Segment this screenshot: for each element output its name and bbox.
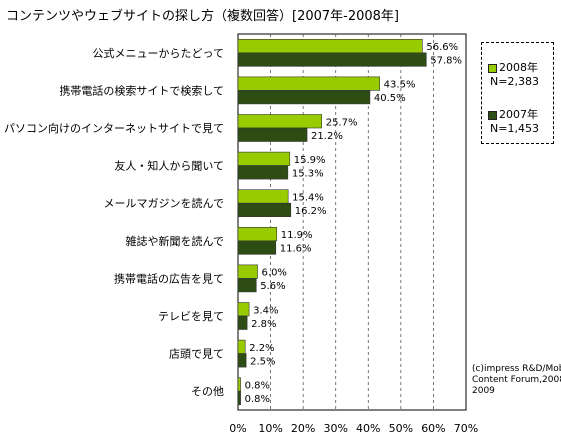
bar-2007年-0: [237, 52, 427, 67]
category-label: テレビを見て: [158, 310, 224, 323]
bar-2008年-1: [237, 76, 380, 91]
data-label-2007年-0: 57.8%: [430, 56, 462, 67]
bar-2008年-0: [237, 38, 423, 54]
legend-swatch-2007: [488, 110, 497, 120]
category-label: 店頭で見て: [169, 347, 224, 361]
data-label-2007年-7: 2.8%: [251, 319, 276, 330]
source-line-3: 2009: [472, 386, 495, 396]
bar-2007年-1: [237, 90, 371, 105]
data-label-2008年-6: 6.0%: [262, 268, 287, 279]
data-label-2008年-4: 15.4%: [292, 192, 324, 203]
bar-2008年-4: [237, 189, 289, 204]
data-label-2007年-8: 2.5%: [250, 356, 275, 367]
legend-n-2008: N=2,383: [490, 75, 539, 88]
bar-2008年-6: [237, 264, 258, 279]
source-credit: (c)impress R&D/Mobile Content Forum,2008…: [472, 364, 561, 397]
source-line-1: (c)impress R&D/Mobile: [472, 364, 561, 374]
chart-title: コンテンツやウェブサイトの探し方（複数回答）[2007年-2008年]: [6, 9, 400, 24]
legend-n-2007: N=1,453: [490, 122, 539, 135]
legend: 2008年 N=2,383 2007年 N=1,453: [481, 42, 554, 144]
x-tick-label-10: 10%: [258, 422, 282, 435]
data-label-2007年-2: 21.2%: [311, 131, 343, 142]
bar-2007年-7: [237, 315, 248, 330]
x-tick-label-60: 60%: [421, 422, 445, 435]
source-line-2: Content Forum,2008-: [472, 375, 561, 385]
data-label-2008年-0: 56.6%: [426, 42, 458, 53]
bar-2007年-4: [237, 202, 292, 217]
data-label-2007年-6: 5.6%: [260, 281, 285, 292]
bar-2008年-2: [237, 114, 323, 129]
data-label-2008年-5: 11.9%: [281, 230, 313, 241]
legend-swatch-2008: [488, 63, 497, 73]
data-label-2008年-1: 43.5%: [384, 80, 416, 91]
x-tick-label-70: 70%: [454, 422, 478, 435]
bar-2007年-3: [237, 165, 289, 180]
bar-2008年-9: [237, 377, 241, 392]
data-label-2008年-8: 2.2%: [249, 343, 274, 354]
legend-entry-2007: 2007年: [488, 106, 538, 122]
category-label: 携帯電話の検索サイトで検索して: [59, 83, 224, 97]
data-label-2007年-4: 16.2%: [295, 206, 327, 217]
legend-entry-2008: 2008年: [488, 59, 538, 75]
bar-2008年-7: [237, 302, 250, 317]
category-label: 雑誌や新聞を読んで: [126, 234, 224, 248]
data-label-2008年-7: 3.4%: [253, 305, 278, 316]
data-label-2007年-9: 0.8%: [245, 394, 270, 405]
bar-2007年-9: [237, 390, 241, 406]
x-tick-label-50: 50%: [389, 422, 413, 435]
x-tick-label-0: 0%: [229, 422, 246, 435]
data-label-2007年-5: 11.6%: [280, 244, 312, 255]
bar-2007年-8: [237, 353, 247, 368]
category-label: メールマガジンを読んで: [104, 196, 224, 210]
bar-2007年-6: [237, 278, 257, 293]
category-label: パソコン向けのインターネットサイトで見て: [4, 121, 224, 135]
bar-2008年-3: [237, 151, 291, 166]
x-tick-label-20: 20%: [291, 422, 315, 435]
data-label-2008年-2: 25.7%: [326, 117, 358, 128]
x-tick-label-40: 40%: [356, 422, 380, 435]
category-label: 携帯電話の広告を見て: [114, 271, 224, 285]
data-label-2007年-3: 15.3%: [292, 168, 324, 179]
legend-label-2007: 2007年: [499, 108, 538, 121]
plot-frame: [237, 33, 467, 411]
category-label: その他: [191, 385, 224, 398]
data-label-2008年-9: 0.8%: [245, 380, 270, 391]
data-label-2007年-1: 40.5%: [374, 93, 406, 104]
category-label: 公式メニューからたどって: [93, 47, 224, 60]
bar-2007年-2: [237, 127, 308, 142]
bar-2008年-5: [237, 227, 278, 242]
bar-2008年-8: [237, 339, 246, 354]
x-tick-label-30: 30%: [323, 422, 347, 435]
category-label: 友人・知人から聞いて: [114, 159, 224, 173]
legend-label-2008: 2008年: [499, 61, 538, 74]
data-label-2008年-3: 15.9%: [294, 155, 326, 166]
bar-2007年-5: [237, 240, 277, 255]
